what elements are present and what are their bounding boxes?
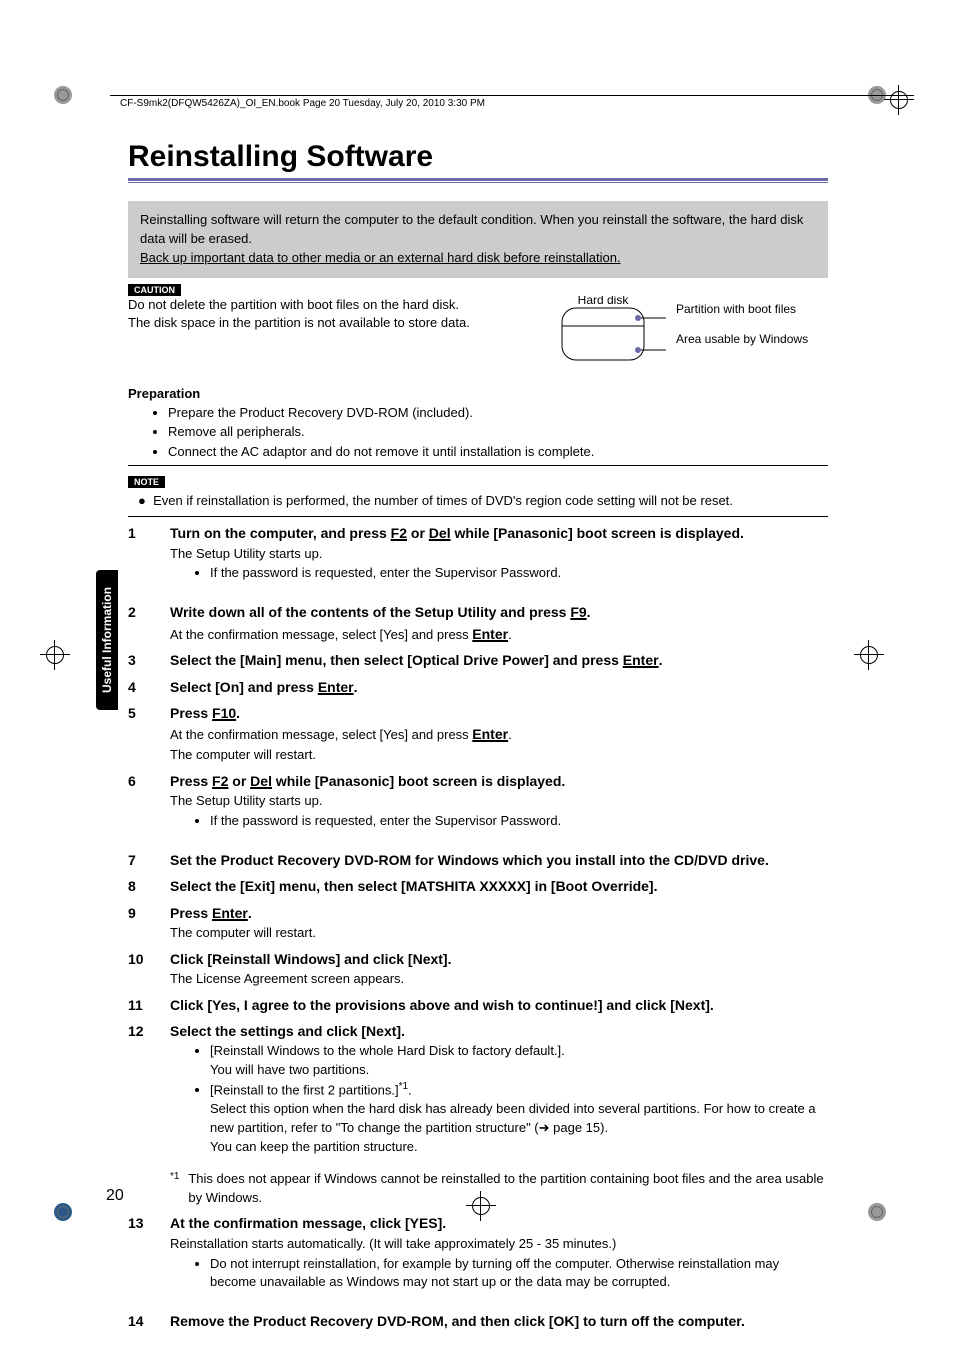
step-6-title: Press F2 or Del while [Panasonic] boot s… (170, 771, 828, 791)
step-10-title: Click [Reinstall Windows] and click [Nex… (170, 949, 828, 969)
prep-item: Prepare the Product Recovery DVD-ROM (in… (168, 403, 828, 423)
step-7: 7 Set the Product Recovery DVD-ROM for W… (128, 850, 828, 870)
page-number: 20 (106, 1187, 124, 1205)
preparation-list: Prepare the Product Recovery DVD-ROM (in… (168, 403, 828, 462)
intro-box: Reinstalling software will return the co… (128, 201, 828, 278)
disk-labels: Partition with boot files Area usable by… (676, 296, 808, 346)
intro-line-2: Back up important data to other media or… (140, 249, 816, 268)
step-sub: At the confirmation message, select [Yes… (170, 724, 828, 745)
step-sub: The Setup Utility starts up. (170, 792, 828, 811)
page: CF-S9mk2(DFQW5426ZA)_OI_EN.book Page 20 … (0, 0, 954, 1351)
corner-mark-tl (54, 86, 72, 104)
step-7-title: Set the Product Recovery DVD-ROM for Win… (170, 850, 828, 870)
registration-mark-left (40, 640, 70, 670)
step-9-title: Press Enter. (170, 903, 828, 923)
step-sub: Reinstallation starts automatically. (It… (170, 1235, 828, 1254)
side-tab: Useful Information (96, 570, 118, 710)
step-sub: The computer will restart. (170, 746, 828, 765)
caution-line-1: Do not delete the partition with boot fi… (128, 296, 542, 315)
step-2: 2 Write down all of the contents of the … (128, 602, 828, 644)
registration-mark-tr (884, 85, 914, 115)
intro-line-1: Reinstalling software will return the co… (140, 211, 816, 249)
corner-mark-br (868, 1203, 886, 1221)
header-text: CF-S9mk2(DFQW5426ZA)_OI_EN.book Page 20 … (120, 98, 485, 109)
step-11-title: Click [Yes, I agree to the provisions ab… (170, 995, 828, 1015)
step-12: 12 Select the settings and click [Next].… (128, 1021, 828, 1207)
content-area: Useful Information Reinstalling Software… (128, 140, 828, 1191)
step-6: 6 Press F2 or Del while [Panasonic] boot… (128, 771, 828, 844)
step-sub: If the password is requested, enter the … (170, 564, 828, 583)
boot-label: Partition with boot files (676, 302, 808, 316)
step-14-title: Remove the Product Recovery DVD-ROM, and… (170, 1311, 828, 1331)
step-2-title: Write down all of the contents of the Se… (170, 602, 828, 622)
step-5-title: Press F10. (170, 703, 828, 723)
step-sub: The Setup Utility starts up. (170, 545, 828, 564)
registration-mark-right (854, 640, 884, 670)
area-label: Area usable by Windows (676, 332, 808, 346)
caution-text: Do not delete the partition with boot fi… (128, 296, 542, 334)
divider (128, 465, 828, 466)
step-8: 8 Select the [Exit] menu, then select [M… (128, 876, 828, 896)
preparation-head: Preparation (128, 386, 828, 401)
step-9: 9 Press Enter. The computer will restart… (128, 903, 828, 943)
caution-line-2: The disk space in the partition is not a… (128, 314, 542, 333)
step-sub: The License Agreement screen appears. (170, 970, 828, 989)
step-13: 13 At the confirmation message, click [Y… (128, 1213, 828, 1305)
step-8-title: Select the [Exit] menu, then select [MAT… (170, 876, 828, 896)
prep-item: Connect the AC adaptor and do not remove… (168, 442, 828, 462)
step-1: 1 Turn on the computer, and press F2 or … (128, 523, 828, 596)
footnote: *1 This does not appear if Windows canno… (170, 1170, 828, 1208)
step-14: 14 Remove the Product Recovery DVD-ROM, … (128, 1311, 828, 1331)
note-tag: NOTE (128, 476, 165, 488)
step-sub: The computer will restart. (170, 924, 828, 943)
caution-tag: CAUTION (128, 284, 181, 296)
step-5: 5 Press F10. At the confirmation message… (128, 703, 828, 765)
hard-disk-figure: Hard disk Partition with boot files Area… (558, 296, 828, 366)
note-text: ● Even if reinstallation is performed, t… (138, 492, 828, 510)
page-title: Reinstalling Software (128, 140, 828, 174)
step-1-title: Turn on the computer, and press F2 or De… (170, 523, 828, 543)
caution-row: Do not delete the partition with boot fi… (128, 296, 828, 366)
step-4: 4 Select [On] and press Enter. (128, 677, 828, 697)
hd-label: Hard disk (578, 296, 630, 307)
steps: 1 Turn on the computer, and press F2 or … (128, 523, 828, 1331)
step-11: 11 Click [Yes, I agree to the provisions… (128, 995, 828, 1015)
step-sub: At the confirmation message, select [Yes… (170, 624, 828, 645)
step-12-title: Select the settings and click [Next]. (170, 1021, 828, 1041)
step-sub: If the password is requested, enter the … (170, 812, 828, 831)
header-rule (110, 95, 914, 96)
step-sub: [Reinstall Windows to the whole Hard Dis… (170, 1042, 828, 1156)
step-4-title: Select [On] and press Enter. (170, 677, 828, 697)
step-13-title: At the confirmation message, click [YES]… (170, 1213, 828, 1233)
step-3-title: Select the [Main] menu, then select [Opt… (170, 650, 828, 670)
prep-item: Remove all peripherals. (168, 422, 828, 442)
step-3: 3 Select the [Main] menu, then select [O… (128, 650, 828, 670)
step-sub: Do not interrupt reinstallation, for exa… (170, 1255, 828, 1293)
title-rule (128, 178, 828, 183)
step-10: 10 Click [Reinstall Windows] and click [… (128, 949, 828, 989)
corner-mark-bl (54, 1203, 72, 1221)
hard-disk-svg: Hard disk (558, 296, 668, 366)
divider (128, 516, 828, 517)
